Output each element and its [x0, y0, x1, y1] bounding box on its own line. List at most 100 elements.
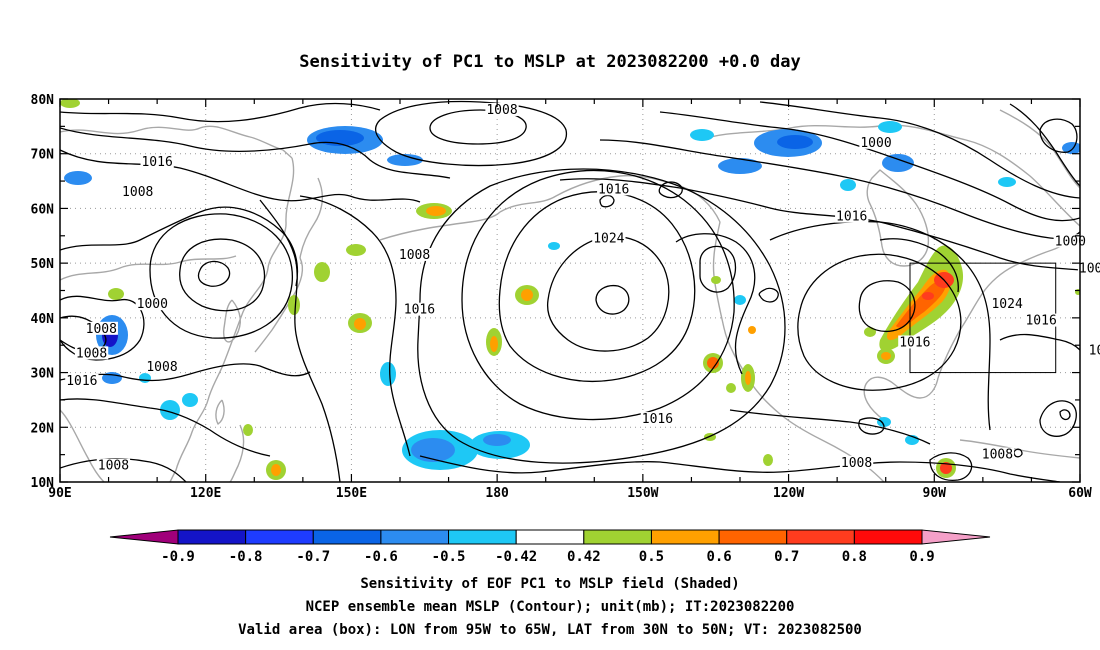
coastlines	[60, 109, 1080, 482]
shade-pos	[881, 352, 891, 360]
contour-label: 1016	[598, 182, 629, 197]
coastline-korea	[222, 299, 242, 343]
contour-label-bg	[859, 135, 893, 149]
shade-pos	[707, 357, 719, 369]
shade-neg	[380, 362, 396, 386]
caption-line-2: NCEP ensemble mean MSLP (Contour); unit(…	[306, 599, 795, 615]
contour-label-bg	[1024, 313, 1058, 327]
contour-label-bg	[96, 458, 131, 472]
shade-neg	[387, 154, 423, 166]
contour-west	[60, 363, 311, 382]
lon-tick-label: 120W	[773, 486, 804, 501]
shade-pos	[745, 371, 751, 385]
lon-tick-label: 150W	[627, 486, 658, 501]
shade-neg	[160, 400, 180, 420]
shade-pos	[354, 318, 366, 330]
shade-neg	[998, 177, 1016, 187]
contour-label-bg	[597, 182, 631, 196]
contour-label-bg	[74, 346, 109, 360]
colorbar-cell	[177, 529, 247, 545]
contour-label: 1016	[1089, 344, 1100, 359]
colorbar-label: -0.42	[495, 549, 537, 565]
contour-label-bg	[397, 247, 432, 261]
contour-band	[60, 127, 451, 179]
contour-label: 1008	[486, 103, 517, 118]
lon-tick-label: 90W	[923, 486, 947, 501]
shade-pos	[521, 289, 533, 301]
contour-label-bg	[145, 360, 179, 374]
shade-pos-main	[896, 280, 946, 328]
contour-label: 1008	[1079, 262, 1100, 277]
contour-label-bg	[140, 154, 174, 168]
contour-label: 1016	[404, 303, 435, 318]
coastline-central-asia	[60, 255, 237, 281]
coastline-aleutians	[379, 211, 501, 241]
contour-east	[1039, 400, 1077, 437]
contour-label: 1008	[122, 185, 153, 200]
shade-neg	[718, 158, 762, 174]
contour-west	[60, 398, 271, 457]
contour-east	[675, 233, 756, 375]
colorbar-cell	[448, 529, 517, 545]
shade-pos	[314, 262, 330, 282]
contour-band	[60, 102, 381, 123]
shade-neg	[878, 121, 902, 133]
contour-high-mid	[498, 191, 696, 382]
caption-line-3: Valid area (box): LON from 95W to 65W, L…	[238, 622, 862, 638]
colorbar-label: -0.8	[229, 549, 263, 565]
contour-1008	[375, 100, 568, 167]
coastline-asia-east	[169, 157, 295, 482]
contour-label-bg	[1087, 343, 1100, 357]
shade-pos	[426, 206, 446, 216]
colorbar-cell	[245, 529, 314, 545]
contour-band	[659, 111, 1080, 222]
colorbar-cell	[380, 529, 450, 545]
coastline-na-east	[937, 231, 1080, 379]
contour-label-bg	[135, 297, 169, 311]
colorbar-label: 0.7	[774, 549, 799, 565]
contour-label: 1016	[141, 155, 172, 170]
shade-neg	[690, 129, 714, 141]
lon-tick-label: 120E	[190, 486, 221, 501]
colorbar-label: 0.5	[639, 549, 664, 565]
shade-pos	[108, 288, 124, 300]
latitude-labels: 80N 70N 60N 50N 40N 30N 20N 10N	[31, 93, 55, 491]
contour-high-inner	[595, 284, 630, 315]
contour-label-bg	[980, 447, 1015, 461]
contour-label: 1016	[836, 210, 867, 225]
map-panel: 1008100010161008101610161024100810001008…	[31, 93, 1100, 501]
colorbar: -0.9 -0.8 -0.7 -0.6 -0.5 -0.42 0.42 0.5 0.6 0.7 0.…	[109, 529, 991, 565]
contour-label-bg	[84, 321, 118, 335]
contour-low	[699, 245, 737, 293]
colorbar-cell	[853, 529, 923, 545]
shade-pos	[490, 336, 498, 352]
shade-pos	[346, 244, 366, 256]
colorbar-cell	[718, 529, 788, 545]
contour-label-bg	[1053, 234, 1087, 248]
shade-pos	[288, 295, 300, 315]
contour-band	[599, 139, 1080, 240]
contour-label: 1016	[66, 374, 97, 389]
colorbar-cell	[786, 529, 855, 545]
contour-1016	[797, 253, 962, 391]
contour-label-bg	[485, 102, 519, 116]
contour-label: 1008	[399, 248, 430, 263]
lat-tick-label: 40N	[31, 312, 55, 327]
contour-1024	[546, 235, 670, 352]
lat-tick-label: 50N	[31, 257, 55, 272]
lon-tick-label: 150E	[336, 486, 367, 501]
contour-label: 1000	[1055, 234, 1086, 249]
axis-ticks	[59, 98, 1081, 483]
coastline-india	[60, 409, 105, 482]
shade-pos	[726, 383, 736, 393]
contour-east	[729, 409, 931, 445]
shade-pos	[243, 424, 253, 436]
colorbar-min-extend	[109, 529, 179, 545]
shade-pos	[60, 99, 80, 108]
contour-label-bg	[839, 455, 874, 469]
shade-pos	[940, 462, 952, 474]
shade-neg	[483, 434, 511, 446]
contour-label-bg	[898, 335, 932, 349]
coastline-gulf	[863, 376, 939, 421]
